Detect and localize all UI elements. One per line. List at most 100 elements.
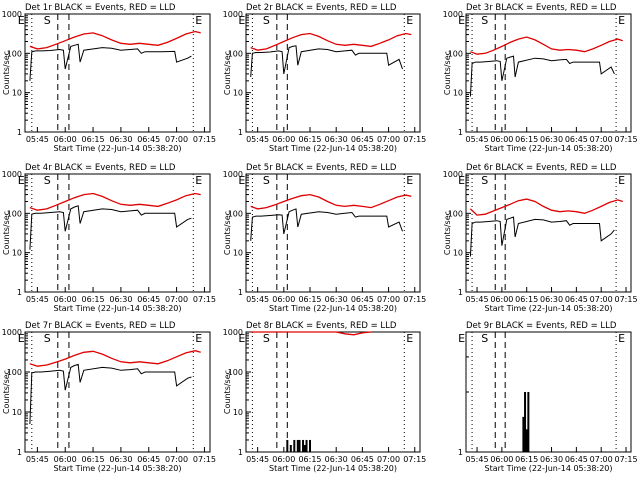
- plot-frame: [245, 13, 421, 133]
- panel-title: Det 4r BLACK = Events, RED = LLD: [25, 163, 176, 173]
- x-tick-label: 06:15: [298, 455, 321, 464]
- y-tick-label: 100: [7, 368, 22, 377]
- x-tick-label: 05:45: [466, 455, 489, 464]
- x-axis-label: Start Time (22-Jun-14 05:38:20): [269, 464, 397, 473]
- y-tick-label: 1: [458, 288, 463, 297]
- y-tick-label: 1000: [223, 10, 243, 19]
- x-tick-label: 05:45: [26, 295, 49, 304]
- marker-label-e2: E: [195, 332, 202, 345]
- series-events: [29, 363, 192, 425]
- x-tick-label: 06:15: [82, 455, 105, 464]
- plot-frame: [465, 331, 632, 453]
- x-tick-label: 06:45: [565, 295, 588, 304]
- y-tick-label: 10: [233, 89, 243, 98]
- y-tick-label: 1000: [443, 10, 463, 19]
- x-tick-label: 06:15: [82, 295, 105, 304]
- y-axis-label: Counts/sec: [223, 370, 232, 414]
- marker-label-s: S: [481, 332, 488, 345]
- x-tick-label: 07:15: [403, 295, 426, 304]
- panel-det-7: Det 7r BLACK = Events, RED = LLD 1 10 100 10…: [2, 321, 216, 473]
- marker-label-e2: E: [406, 14, 413, 27]
- x-tick-label: 06:00: [54, 295, 77, 304]
- x-tick-label: 07:00: [377, 295, 400, 304]
- panel-det-2: Det 2r BLACK = Events, RED = LLD 1 10 100 10…: [223, 3, 427, 153]
- x-axis-label: Start Time (22-Jun-14 05:38:20): [485, 304, 613, 313]
- x-tick-label: 07:00: [590, 455, 613, 464]
- series-lld: [29, 350, 201, 367]
- y-tick-label: 100: [448, 209, 463, 218]
- marker-label-e2: E: [618, 14, 625, 27]
- x-tick-label: 06:00: [54, 455, 77, 464]
- y-tick-label: 1: [458, 128, 463, 137]
- x-tick-label: 06:45: [351, 455, 374, 464]
- y-tick-label: 10: [12, 249, 22, 258]
- x-tick-label: 06:30: [109, 135, 132, 144]
- panel-title: Det 6r BLACK = Events, RED = LLD: [466, 163, 617, 173]
- x-tick-label: 06:15: [515, 455, 538, 464]
- x-tick-label: 06:15: [298, 295, 321, 304]
- series-events: [469, 216, 615, 257]
- x-tick-label: 06:00: [54, 135, 77, 144]
- x-tick-label: 06:45: [137, 295, 160, 304]
- y-tick-label: 1: [238, 128, 243, 137]
- x-tick-label: 07:00: [165, 135, 188, 144]
- panel-title: Det 7r BLACK = Events, RED = LLD: [25, 321, 176, 331]
- y-tick-label: 10: [453, 249, 463, 258]
- x-tick-label: 07:00: [590, 295, 613, 304]
- x-axis-label: Start Time (22-Jun-14 05:38:20): [54, 144, 182, 153]
- x-axis-label: Start Time (22-Jun-14 05:38:20): [54, 304, 182, 313]
- y-tick-label: 1000: [2, 170, 22, 179]
- marker-label-e2: E: [618, 332, 625, 345]
- x-axis-label: Start Time (22-Jun-14 05:38:20): [269, 304, 397, 313]
- panel-title: Det 5r BLACK = Events, RED = LLD: [246, 163, 397, 173]
- marker-label-s: S: [481, 174, 488, 187]
- x-tick-label: 06:30: [540, 295, 563, 304]
- marker-label-e1: E: [18, 14, 25, 27]
- y-tick-label: 100: [228, 368, 243, 377]
- panel-det-6: Det 6r BLACK = Events, RED = LLD 1 10 100 10…: [443, 163, 638, 313]
- marker-label-e1: E: [458, 332, 465, 345]
- x-axis-label: Start Time (22-Jun-14 05:38:20): [485, 464, 613, 473]
- series-events: [29, 43, 192, 81]
- x-tick-label: 06:30: [325, 455, 348, 464]
- x-tick-label: 05:45: [246, 295, 269, 304]
- x-axis-label: Start Time (22-Jun-14 05:38:20): [485, 144, 613, 153]
- y-axis-label: Counts/sec: [443, 51, 452, 95]
- x-tick-label: 06:00: [490, 135, 513, 144]
- panel-title: Det 2r BLACK = Events, RED = LLD: [246, 3, 397, 13]
- x-tick-label: 06:45: [137, 135, 160, 144]
- plot-frame: [245, 331, 421, 453]
- x-tick-label: 06:15: [82, 135, 105, 144]
- marker-label-s: S: [44, 14, 51, 27]
- marker-label-e1: E: [458, 14, 465, 27]
- y-tick-label: 10: [233, 408, 243, 417]
- marker-label-e1: E: [18, 174, 25, 187]
- x-tick-label: 05:45: [26, 455, 49, 464]
- y-axis-label: Counts/sec: [2, 51, 11, 95]
- plot-frame: [24, 173, 211, 293]
- y-tick-label: 100: [228, 49, 243, 58]
- marker-label-e2: E: [618, 174, 625, 187]
- y-axis-label: Counts/sec: [2, 211, 11, 255]
- y-tick-label: 100: [228, 209, 243, 218]
- x-tick-label: 06:15: [515, 295, 538, 304]
- marker-label-e1: E: [238, 174, 245, 187]
- x-tick-label: 06:45: [565, 135, 588, 144]
- marker-label-s: S: [263, 14, 270, 27]
- y-axis-label: Counts/sec: [223, 211, 232, 255]
- y-tick-label: 10: [12, 408, 22, 417]
- marker-label-e1: E: [18, 332, 25, 345]
- series-lld: [470, 36, 623, 55]
- marker-label-s: S: [263, 174, 270, 187]
- x-tick-label: 06:30: [540, 455, 563, 464]
- panel-det-4: Det 4r BLACK = Events, RED = LLD 1 10 100 10…: [2, 163, 216, 313]
- x-tick-label: 06:15: [298, 135, 321, 144]
- y-tick-label: 1000: [223, 170, 243, 179]
- x-axis-label: Start Time (22-Jun-14 05:38:20): [54, 464, 182, 473]
- marker-label-e2: E: [195, 174, 202, 187]
- marker-label-e2: E: [406, 174, 413, 187]
- x-tick-label: 07:00: [165, 295, 188, 304]
- series-lld: [250, 331, 372, 336]
